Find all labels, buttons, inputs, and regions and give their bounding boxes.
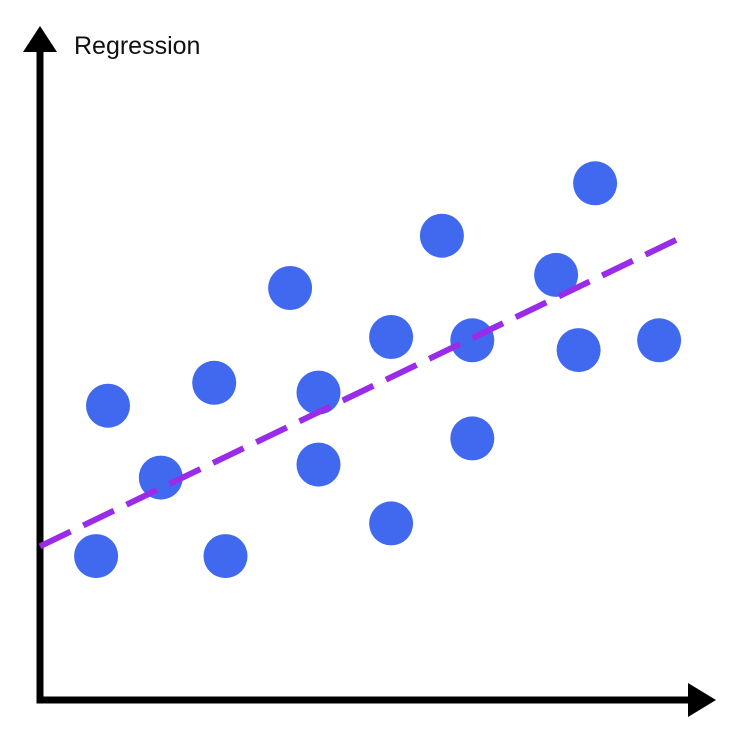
data-point-13: [450, 416, 495, 461]
data-point-9: [369, 501, 414, 546]
axes: [23, 26, 716, 717]
data-point-16: [573, 161, 618, 206]
x-axis-arrow-icon: [688, 683, 716, 717]
data-point-15: [556, 328, 601, 373]
data-point-3: [138, 455, 183, 500]
trendline-group: [38, 236, 680, 550]
data-point-6: [268, 266, 313, 310]
data-point-11: [419, 213, 464, 258]
data-point-17: [637, 318, 682, 363]
data-points: [74, 161, 682, 579]
trendline: [38, 236, 680, 550]
data-point-8: [296, 370, 341, 415]
data-point-4: [203, 534, 248, 579]
data-point-7: [296, 442, 341, 487]
data-point-2: [86, 383, 130, 428]
data-point-12: [450, 318, 495, 363]
data-point-1: [74, 534, 119, 579]
y-axis-arrow-icon: [23, 26, 57, 52]
data-point-10: [369, 315, 414, 359]
data-point-14: [534, 252, 579, 297]
chart-title: Regression: [74, 32, 200, 60]
data-point-5: [192, 360, 237, 405]
